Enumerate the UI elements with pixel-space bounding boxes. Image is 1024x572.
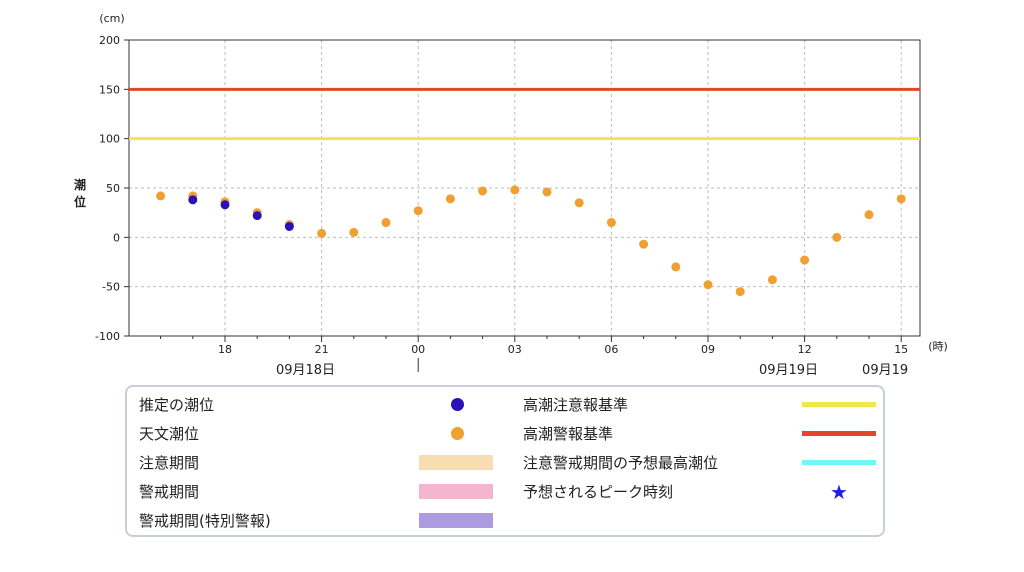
legend-label-estimated-tide: 推定の潮位 bbox=[139, 396, 215, 414]
warning-level-line-icon bbox=[802, 431, 876, 436]
astronomical-tide-point bbox=[606, 218, 616, 228]
astronomical-tide-point bbox=[832, 232, 842, 242]
y-tick-label: 200 bbox=[99, 34, 120, 47]
astronomical-tide-point bbox=[156, 191, 166, 201]
predicted-max-tide-line-icon bbox=[802, 460, 876, 465]
x-tick-label: 15 bbox=[894, 343, 908, 356]
legend-label-caution-period: 注意期間 bbox=[139, 454, 200, 472]
star-icon: ★ bbox=[830, 480, 848, 504]
caution-period-swatch bbox=[419, 455, 493, 470]
legend-label-predicted-max-tide: 注意警戒期間の予想最高潮位 bbox=[523, 454, 719, 472]
astronomical-tide-point bbox=[381, 218, 391, 228]
astronomical-tide-point bbox=[767, 275, 777, 285]
estimated-tide-point bbox=[284, 221, 294, 231]
astronomical-tide-point bbox=[317, 228, 327, 238]
astronomical-tide-dot-icon bbox=[451, 427, 464, 440]
y-tick-label: -100 bbox=[95, 330, 120, 343]
y-tick-label: 100 bbox=[99, 133, 120, 146]
x-tick-label: 03 bbox=[508, 343, 522, 356]
legend-label-storm-surge-advisory-level: 高潮注意報基準 bbox=[523, 396, 629, 414]
y-tick-label: 50 bbox=[106, 182, 120, 195]
estimated-tide-point bbox=[188, 195, 198, 205]
y-tick-label: 150 bbox=[99, 83, 120, 96]
astronomical-tide-point bbox=[413, 206, 423, 216]
estimated-tide-point bbox=[220, 200, 230, 210]
astronomical-tide-point bbox=[574, 198, 584, 208]
x-tick-label: 21 bbox=[315, 343, 329, 356]
astronomical-tide-point bbox=[896, 194, 906, 204]
advisory-level-line-icon bbox=[802, 402, 876, 407]
astronomical-tide-point bbox=[445, 194, 455, 204]
x-tick-label: 09 bbox=[701, 343, 715, 356]
legend-label-special-warning-period: 警戒期間(特別警報) bbox=[139, 512, 271, 530]
x-date-label: 09月19日 bbox=[759, 363, 818, 378]
legend-label-astronomical-tide: 天文潮位 bbox=[139, 425, 200, 443]
astronomical-tide-point bbox=[478, 186, 488, 196]
y-unit-label: (cm) bbox=[99, 12, 124, 25]
y-tick-label: -50 bbox=[102, 281, 120, 294]
astronomical-tide-point bbox=[703, 280, 713, 290]
warning-period-swatch bbox=[419, 484, 493, 499]
estimated-tide-point bbox=[252, 211, 262, 221]
astronomical-tide-point bbox=[671, 262, 681, 272]
y-axis-title-char: 位 bbox=[74, 194, 86, 209]
astronomical-tide-point bbox=[800, 255, 810, 265]
astronomical-tide-point bbox=[349, 227, 359, 237]
astronomical-tide-point bbox=[864, 210, 874, 220]
y-tick-label: 0 bbox=[113, 231, 120, 244]
astronomical-tide-point bbox=[735, 287, 745, 297]
astronomical-tide-point bbox=[542, 187, 552, 197]
legend-label-predicted-peak-time: 予想されるピーク時刻 bbox=[523, 483, 674, 501]
x-tick-label: 18 bbox=[218, 343, 232, 356]
astronomical-tide-point bbox=[510, 185, 520, 195]
x-tick-label: 00 bbox=[411, 343, 425, 356]
legend-box: 推定の潮位 天文潮位 注意期間 警戒期間 警戒期間(特別警報) 高潮注意報基準 … bbox=[125, 385, 885, 537]
astronomical-tide-point bbox=[639, 239, 649, 249]
x-date-label: 09月19 bbox=[862, 363, 908, 378]
x-unit-label: (時) bbox=[928, 340, 948, 353]
x-tick-label: 12 bbox=[798, 343, 812, 356]
legend-label-warning-period: 警戒期間 bbox=[139, 483, 200, 501]
estimated-tide-dot-icon bbox=[451, 398, 464, 411]
y-axis-title-char: 潮 bbox=[74, 177, 86, 192]
legend-label-storm-surge-warning-level: 高潮警報基準 bbox=[523, 425, 614, 443]
special-warning-period-swatch bbox=[419, 513, 493, 528]
x-date-label: 09月18日 bbox=[276, 363, 335, 378]
tide-chart: 200 150 100 50 0 -50 -100 18 21 00 03 06 09 12 15 09月18… bbox=[74, 12, 948, 378]
x-tick-label: 06 bbox=[604, 343, 618, 356]
